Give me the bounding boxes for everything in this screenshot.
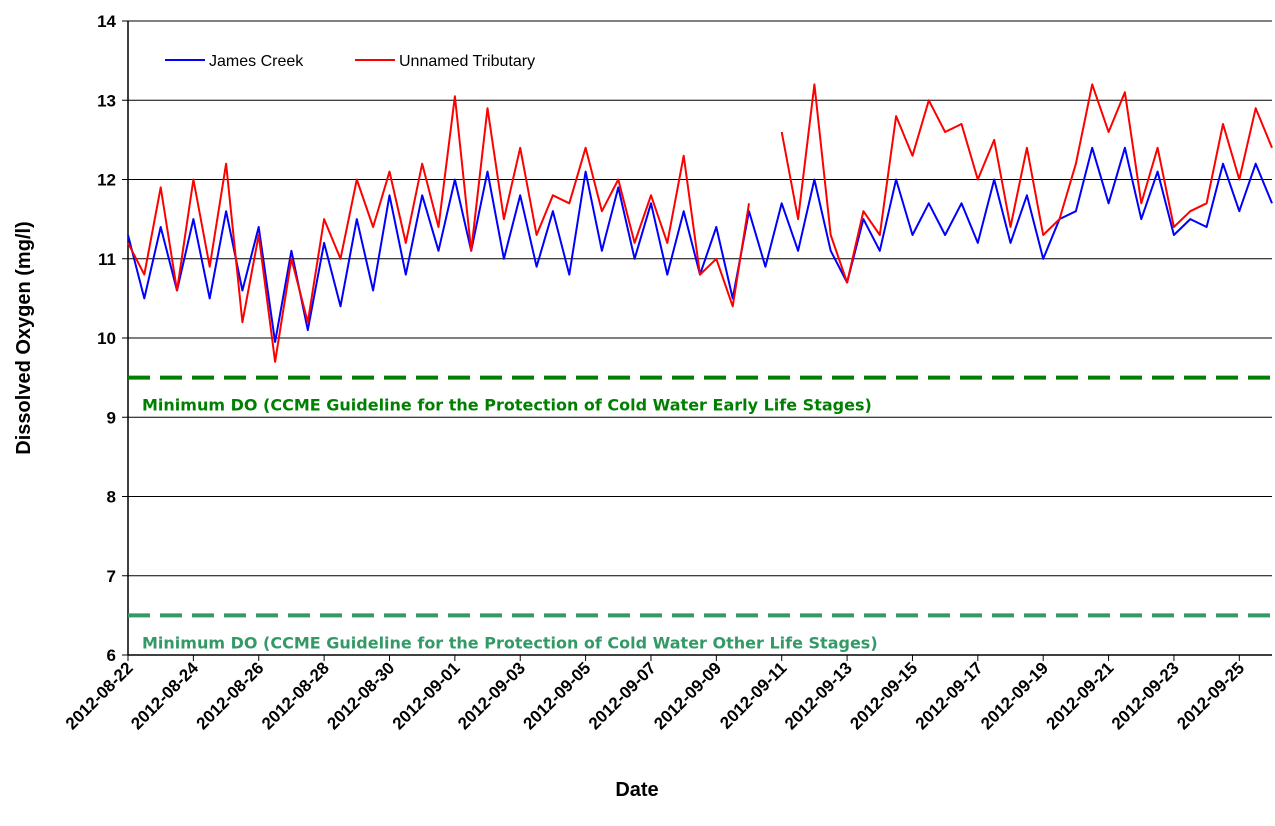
y-tick-label: 11 — [98, 250, 116, 269]
x-tick-label: 2012-08-30 — [323, 658, 398, 733]
y-axis-label: Dissolved Oxygen (mg/l) — [13, 221, 35, 454]
y-tick-label: 7 — [107, 567, 116, 586]
x-tick-label: 2012-09-13 — [781, 658, 856, 733]
x-tick-label: 2012-09-21 — [1042, 658, 1117, 733]
y-tick-label: 14 — [97, 12, 116, 31]
x-tick-label: 2012-08-26 — [193, 658, 268, 733]
x-tick-label: 2012-09-07 — [585, 658, 660, 733]
y-tick-label: 12 — [97, 171, 116, 190]
legend-label: Unnamed Tributary — [399, 53, 535, 70]
y-tick-label: 13 — [97, 91, 116, 110]
x-tick-label: 2012-09-05 — [519, 658, 594, 733]
x-tick-label: 2012-09-19 — [977, 658, 1052, 733]
x-tick-label: 2012-09-15 — [846, 658, 921, 733]
y-tick-label: 10 — [97, 329, 116, 348]
series-line — [127, 83, 1273, 363]
series-line — [127, 146, 1273, 343]
x-tick-label: 2012-08-24 — [127, 658, 202, 733]
x-tick-label: 2012-09-11 — [716, 658, 790, 732]
y-tick-label: 9 — [107, 408, 116, 427]
legend-label: James Creek — [209, 53, 304, 70]
x-tick-label: 2012-08-28 — [258, 658, 333, 733]
y-tick-label: 8 — [107, 488, 116, 507]
x-tick-label: 2012-09-25 — [1173, 658, 1248, 733]
x-tick-label: 2012-09-03 — [454, 658, 529, 733]
x-tick-label: 2012-09-09 — [650, 658, 725, 733]
x-tick-label: 2012-09-01 — [389, 658, 464, 733]
x-tick-label: 2012-09-23 — [1108, 658, 1183, 733]
y-tick-label: 6 — [107, 646, 116, 665]
reference-label: Minimum DO (CCME Guideline for the Prote… — [142, 633, 878, 652]
x-tick-label: 2012-09-17 — [912, 658, 987, 733]
x-axis-label: Date — [615, 779, 658, 801]
x-tick-label: 2012-08-22 — [62, 658, 137, 733]
reference-label: Minimum DO (CCME Guideline for the Prote… — [142, 396, 872, 415]
